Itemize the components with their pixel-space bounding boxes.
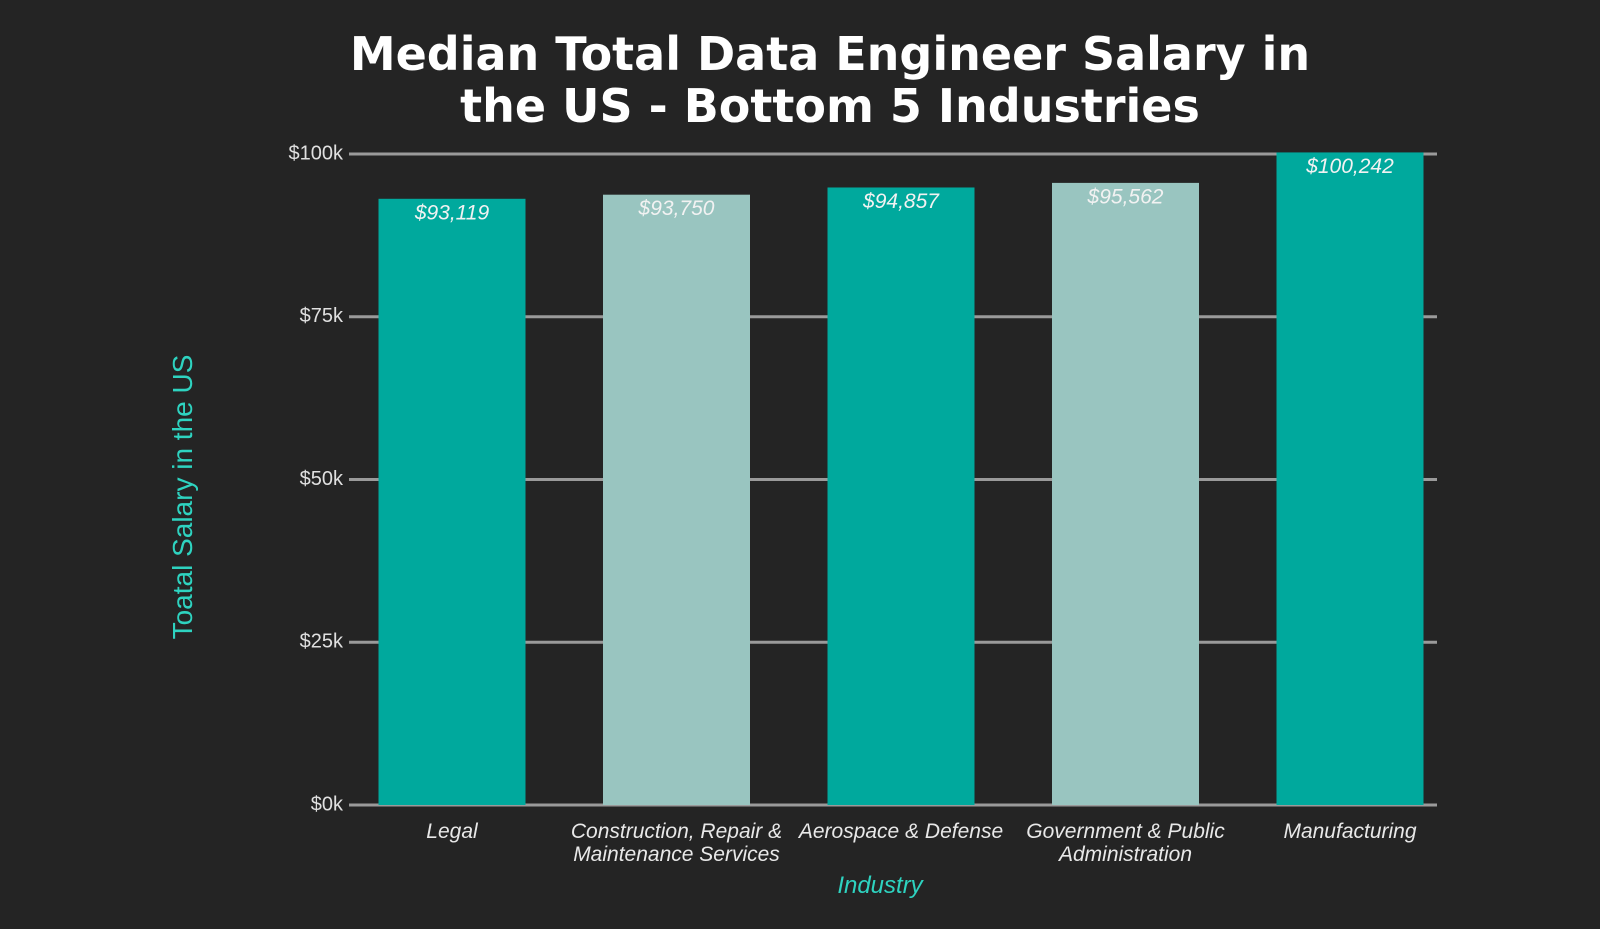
y-tick-label: $100k bbox=[289, 142, 344, 164]
y-axis-label: Toatal Salary in the US bbox=[167, 354, 198, 640]
bar bbox=[1276, 152, 1424, 806]
x-axis-label: Industry bbox=[837, 872, 923, 899]
y-tick-label: $25k bbox=[300, 631, 344, 653]
x-tick-label: Manufacturing bbox=[1283, 820, 1417, 843]
bar bbox=[827, 187, 975, 805]
value-label: $93,750 bbox=[638, 197, 715, 220]
value-label: $93,119 bbox=[414, 201, 490, 224]
x-tick-label: Government & Public Administration bbox=[1026, 820, 1225, 866]
y-tick-label: $50k bbox=[300, 468, 344, 490]
value-label: $95,562 bbox=[1087, 185, 1164, 208]
value-label: $94,857 bbox=[862, 190, 940, 213]
x-tick-label: Legal bbox=[426, 820, 478, 843]
bar bbox=[603, 194, 750, 805]
chart-title: Median Total Data Engineer Salary in the… bbox=[349, 27, 1311, 133]
y-tick-label: $0k bbox=[311, 793, 344, 815]
value-label: $100,242 bbox=[1305, 155, 1394, 178]
bar bbox=[378, 198, 526, 806]
bar bbox=[1052, 182, 1199, 806]
x-tick-label: Aerospace & Defense bbox=[798, 820, 1004, 843]
x-tick-label: Construction, Repair & Maintenance Servi… bbox=[570, 820, 783, 866]
y-tick-label: $75k bbox=[300, 305, 344, 327]
